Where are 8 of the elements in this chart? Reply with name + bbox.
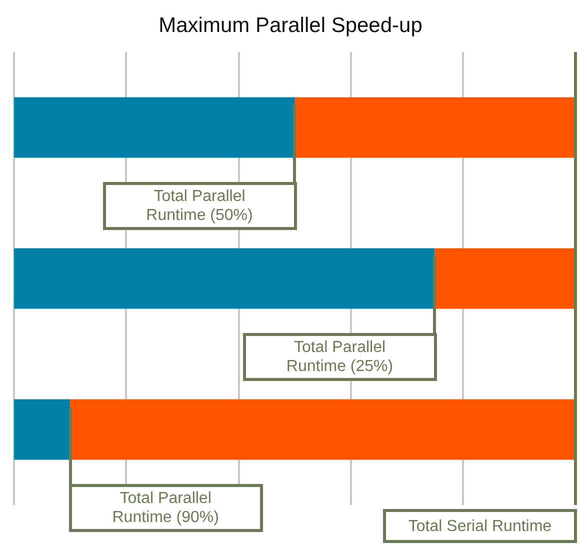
annotation: Total Parallel Runtime (25%) <box>242 332 437 381</box>
annotation: Total Parallel Runtime (50%) <box>102 182 296 230</box>
callout-box: Total Serial Runtime <box>383 509 576 543</box>
chart-title: Maximum Parallel Speed-up <box>158 14 422 37</box>
annotation: Total Parallel Runtime (90%) <box>68 484 263 532</box>
callout-box: Total Parallel Runtime (25%) <box>242 256 436 381</box>
callout-box: Total Parallel Runtime (50%) <box>102 105 296 230</box>
callout-box: Total Parallel Runtime (90%) <box>68 407 262 532</box>
